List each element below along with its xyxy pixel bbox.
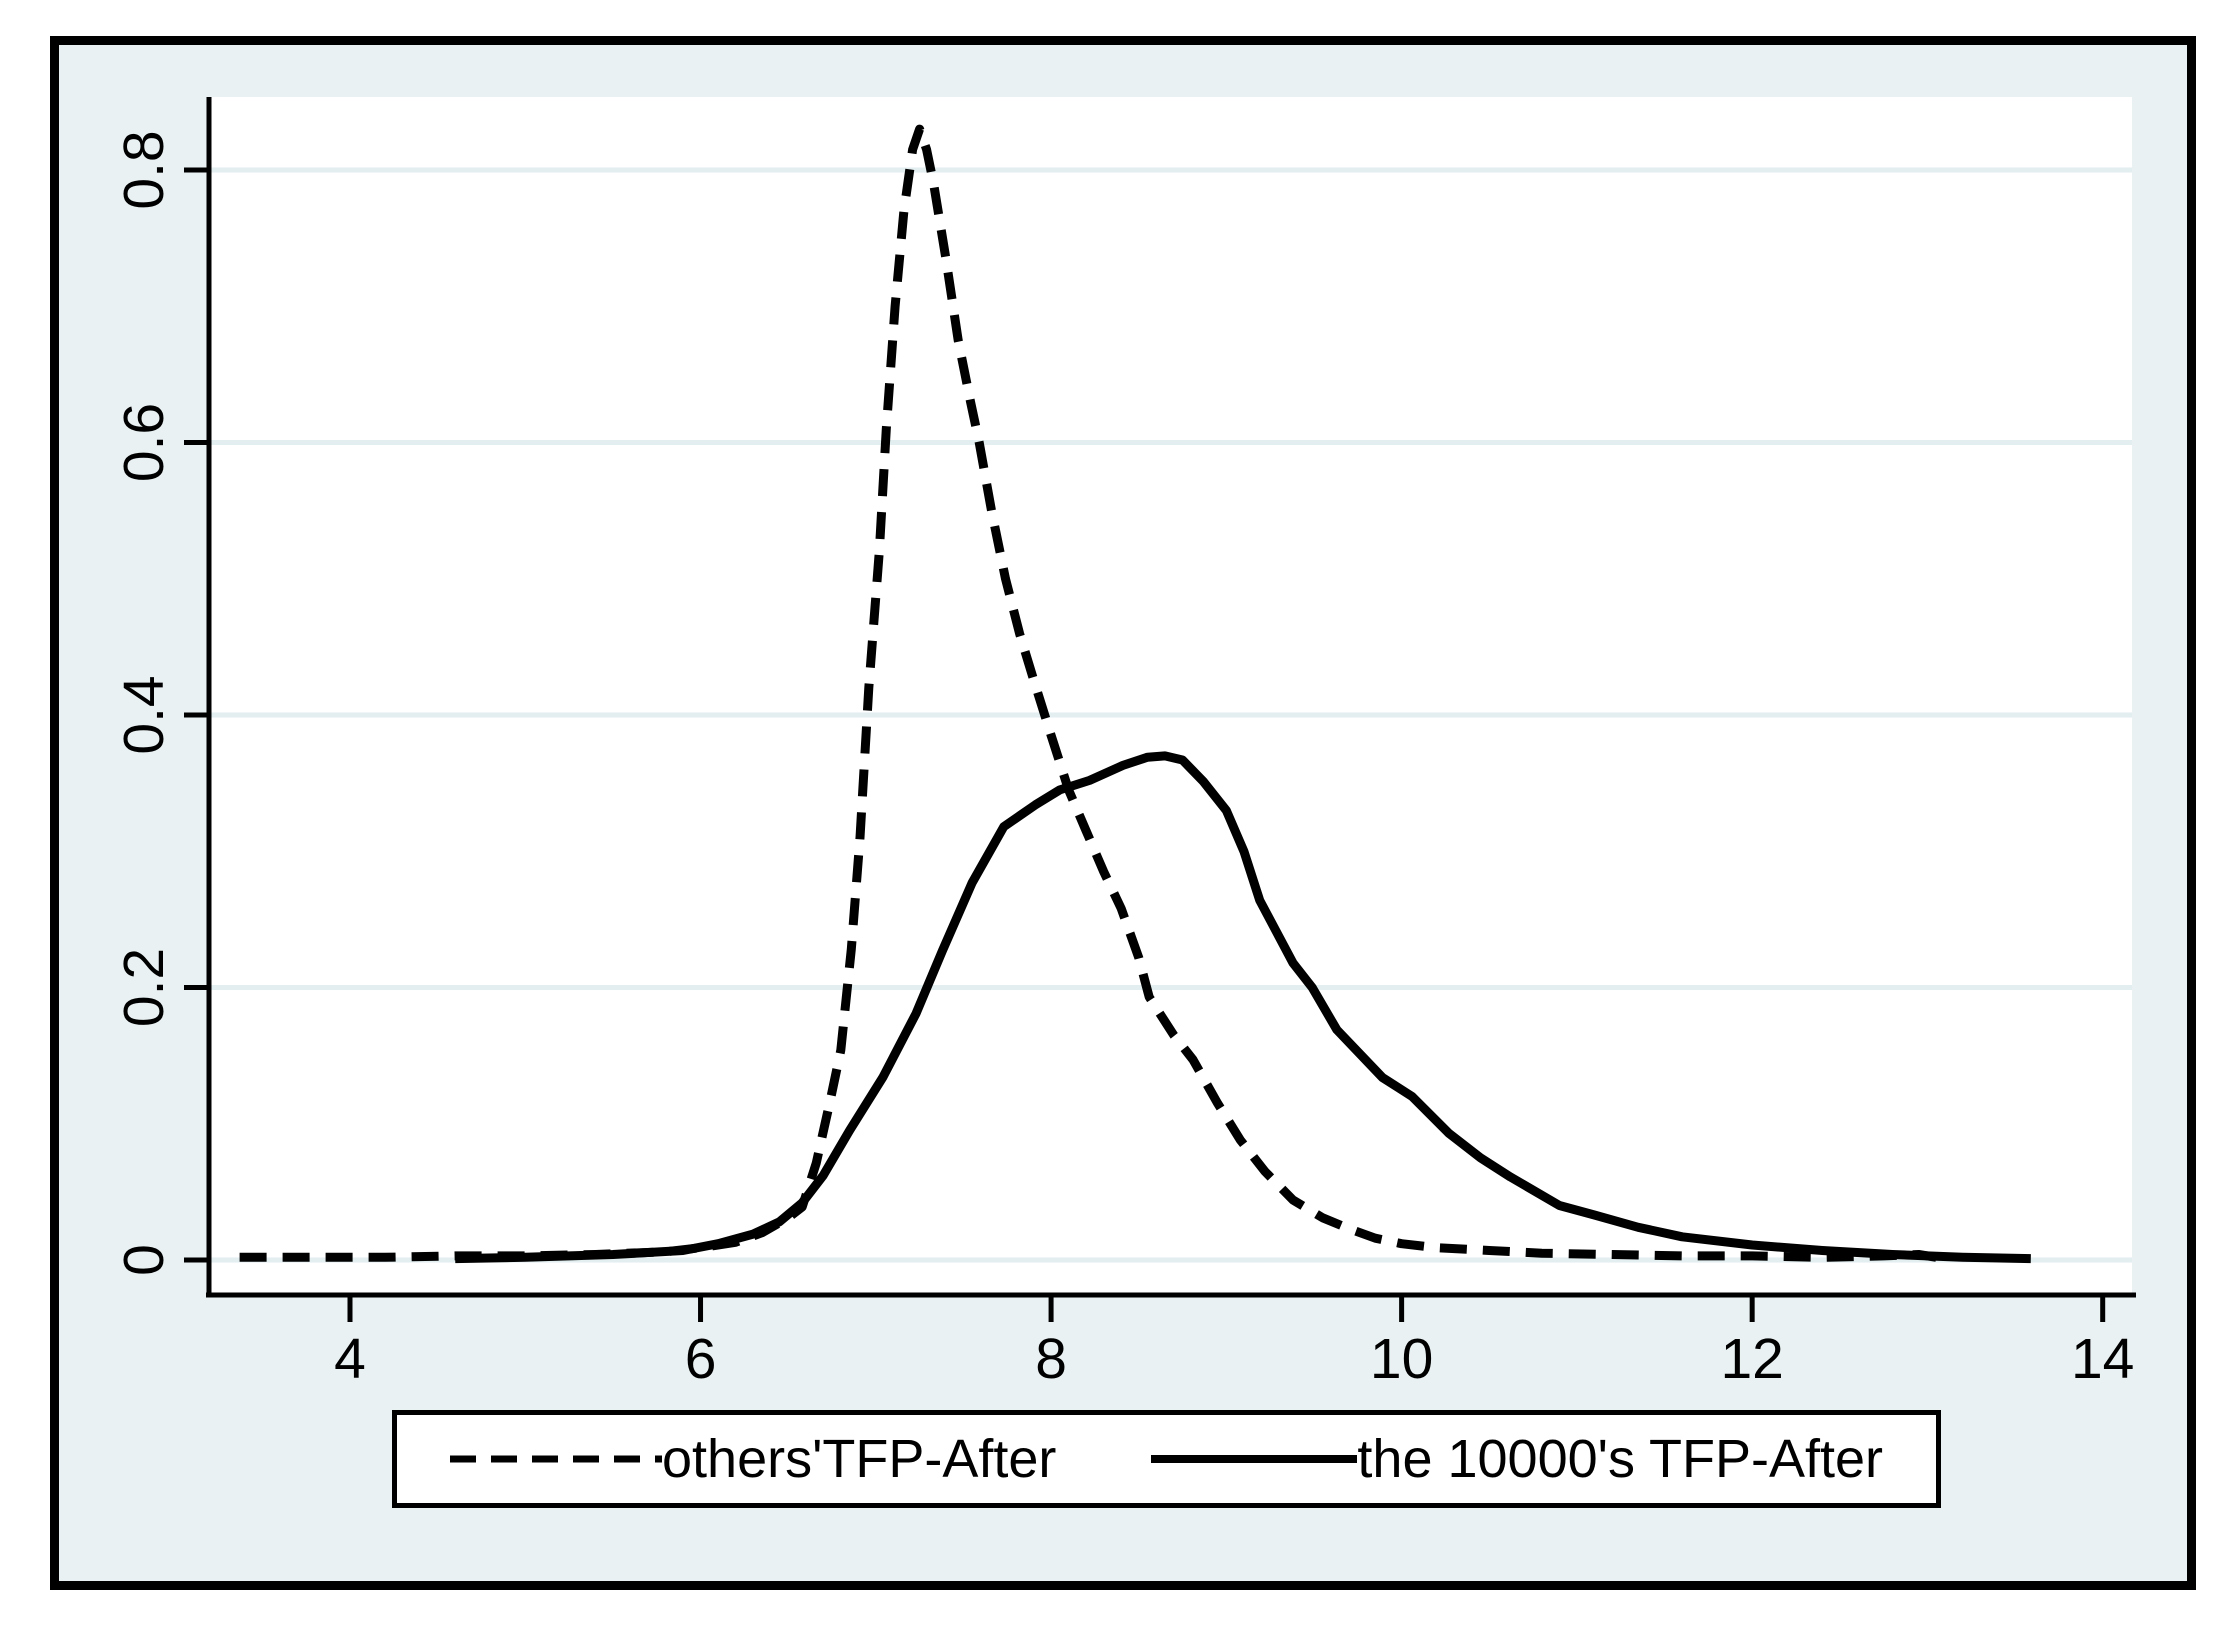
legend-item-10000s: the 10000's TFP-After <box>1151 1428 1883 1490</box>
legend-label-10000s: the 10000's TFP-After <box>1357 1429 1883 1489</box>
legend-box: others'TFP-After the 10000's TFP-After <box>392 1410 1941 1508</box>
x-tick-label-12: 12 <box>1720 1327 1783 1391</box>
dashed-line-sample <box>450 1455 662 1463</box>
x-tick-label-4: 4 <box>334 1327 366 1391</box>
legend-label-others: others'TFP-After <box>662 1429 1057 1489</box>
x-tick-label-14: 14 <box>2071 1327 2134 1391</box>
y-tick-label-0.8: 0.8 <box>112 130 176 209</box>
plot-region <box>209 97 2132 1295</box>
y-tick-label-0.4: 0.4 <box>112 675 176 754</box>
x-tick-label-8: 8 <box>1035 1327 1067 1391</box>
curve-others-tfp-after <box>239 124 1937 1262</box>
y-tick-label-0.6: 0.6 <box>112 403 176 482</box>
solid-line-sample <box>1151 1455 1358 1463</box>
curve-10000s-tfp-after <box>455 751 2031 1264</box>
y-tick-label-0: 0 <box>112 1244 176 1276</box>
y-tick-label-0.2: 0.2 <box>112 948 176 1027</box>
x-tick-label-10: 10 <box>1370 1327 1433 1391</box>
legend-item-others: others'TFP-After <box>450 1428 1056 1490</box>
x-tick-label-6: 6 <box>685 1327 717 1391</box>
